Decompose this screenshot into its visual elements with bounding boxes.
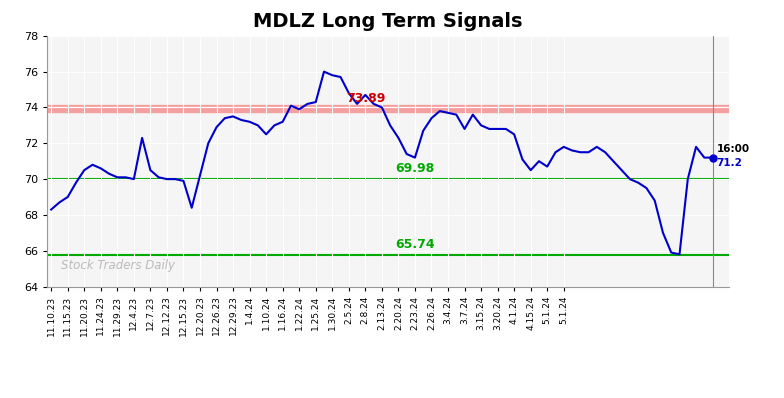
- Text: 16:00: 16:00: [717, 144, 750, 154]
- Text: 69.98: 69.98: [395, 162, 434, 175]
- Text: 65.74: 65.74: [395, 238, 435, 251]
- Text: 73.89: 73.89: [346, 92, 385, 105]
- Title: MDLZ Long Term Signals: MDLZ Long Term Signals: [253, 12, 523, 31]
- Text: Stock Traders Daily: Stock Traders Daily: [60, 259, 175, 271]
- Text: 71.2: 71.2: [717, 158, 742, 168]
